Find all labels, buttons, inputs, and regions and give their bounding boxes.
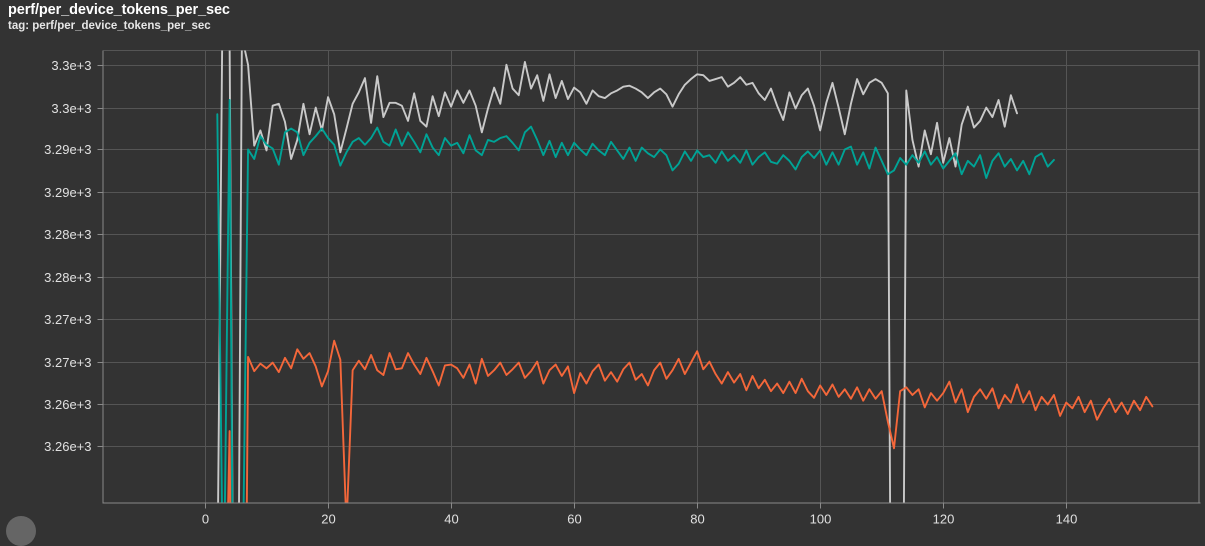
x-axis-tick-label: 100 [810,512,832,527]
y-axis-labels: 3.3e+3 3.3e+3 3.29e+3 3.29e+3 3.28e+3 3.28e+3… [44,58,91,454]
gridlines-group [103,50,1199,503]
x-axis-tick-label: 40 [444,512,458,527]
x-axis-labels: 0 20 40 60 80 100 120 140 [202,512,1077,527]
y-axis-tick-label: 3.28e+3 [44,227,91,242]
page-title: perf/per_device_tokens_per_sec [8,2,230,18]
axis-lines-group [102,50,1201,504]
x-axis-tick-label: 60 [567,512,581,527]
y-axis-tick-label: 3.29e+3 [44,142,91,157]
x-axis-tick-label: 20 [321,512,335,527]
series-line-run-teal [216,99,1055,503]
chart-tag-label: tag: perf/per_device_tokens_per_sec [8,20,211,32]
y-axis-tick-label: 3.27e+3 [44,312,91,327]
line-chart-svg[interactable]: 3.3e+3 3.3e+3 3.29e+3 3.29e+3 3.28e+3 3.28e+3… [0,0,1205,533]
x-axis-tick-label: 140 [1056,512,1078,527]
y-axis-tick-label: 3.26e+3 [44,439,91,454]
x-axis-tick-label: 80 [690,512,704,527]
y-axis-tick-label: 3.3e+3 [51,101,91,116]
y-axis-tick-label: 3.3e+3 [51,58,91,73]
series-line-run-orange [227,339,1154,503]
series-endpoint-markers [1030,0,1071,5]
chart-header: perf/per_device_tokens_per_sec tag: perf… [8,2,1108,33]
y-axis-tick-label: 3.26e+3 [44,397,91,412]
series-group [216,50,1154,503]
y-axis-tick-label: 3.27e+3 [44,355,91,370]
y-axis-tick-label: 3.29e+3 [44,185,91,200]
y-axis-tick-label: 3.28e+3 [44,270,91,285]
series-endpoint-marker-run-gray [1030,0,1040,5]
series-endpoint-marker-run-teal [1061,0,1071,5]
corner-avatar-blob[interactable] [6,516,36,546]
plot-area[interactable]: 3.3e+3 3.3e+3 3.29e+3 3.29e+3 3.28e+3 3.28e+3… [0,0,1205,533]
series-line-run-gray [217,50,1018,503]
tick-marks-group [97,64,1068,509]
x-axis-tick-label: 120 [933,512,955,527]
x-axis-tick-label: 0 [202,512,209,527]
